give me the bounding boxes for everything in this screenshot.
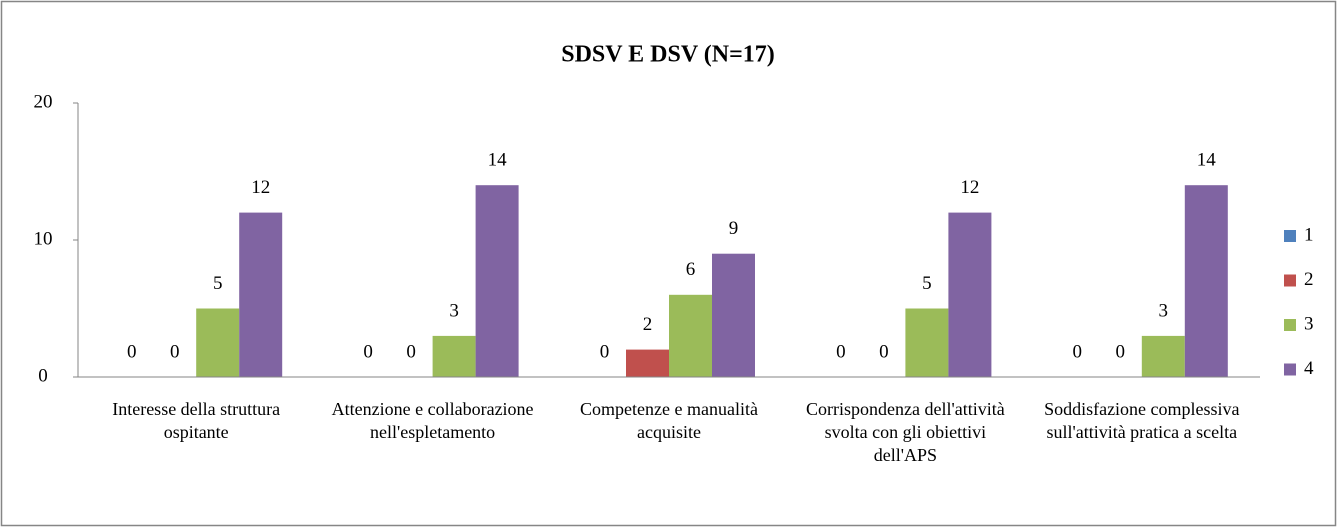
value-label: 9 <box>729 218 739 239</box>
y-tick-label: 20 <box>34 91 53 112</box>
value-label: 14 <box>488 150 508 171</box>
bar <box>712 253 755 377</box>
x-tick-label: Interesse della struttura ospitante <box>112 399 281 442</box>
value-label: 0 <box>127 341 137 362</box>
value-label: 14 <box>1197 150 1217 171</box>
x-tick-label: Corrispondenza dell'attività svolta con … <box>806 399 1005 465</box>
value-label: 2 <box>643 314 653 335</box>
legend-label: 1 <box>1304 224 1314 245</box>
chart-title: SDSV E DSV (N=17) <box>561 42 775 68</box>
bar <box>905 308 949 377</box>
y-tick-label: 0 <box>38 365 48 386</box>
y-tick-label: 10 <box>34 228 53 249</box>
legend-swatch <box>1284 274 1296 287</box>
value-label: 0 <box>363 341 373 362</box>
x-tick-label: Soddisfazione complessiva sull'attività … <box>1044 399 1240 442</box>
bar <box>948 212 992 377</box>
value-label: 0 <box>600 341 610 362</box>
legend-swatch <box>1284 363 1296 376</box>
value-label: 0 <box>836 341 846 362</box>
bar <box>432 335 476 377</box>
legend-label: 4 <box>1304 358 1314 379</box>
bar <box>239 212 283 377</box>
value-label: 5 <box>922 273 932 294</box>
value-label: 0 <box>1116 341 1126 362</box>
value-label: 0 <box>879 341 889 362</box>
bar <box>626 349 669 377</box>
value-label: 6 <box>686 259 696 280</box>
bar <box>669 294 712 377</box>
bar <box>1141 335 1185 377</box>
x-tick-label: Competenze e manualità acquisite <box>580 399 758 442</box>
value-label: 0 <box>406 341 416 362</box>
value-label: 3 <box>449 300 459 321</box>
value-label: 0 <box>170 341 180 362</box>
legend-swatch <box>1284 230 1296 242</box>
bar <box>1184 185 1228 377</box>
value-label: 12 <box>251 177 270 198</box>
value-label: 12 <box>960 177 979 198</box>
value-label: 3 <box>1159 300 1169 321</box>
bar <box>196 308 240 377</box>
bar <box>475 185 519 377</box>
value-label: 0 <box>1073 341 1083 362</box>
value-label: 5 <box>213 273 223 294</box>
x-tick-label: Attenzione e collaborazione nell'espleta… <box>331 399 534 442</box>
legend-swatch <box>1284 319 1296 331</box>
legend-label: 3 <box>1304 313 1314 334</box>
legend-label: 2 <box>1304 269 1314 290</box>
